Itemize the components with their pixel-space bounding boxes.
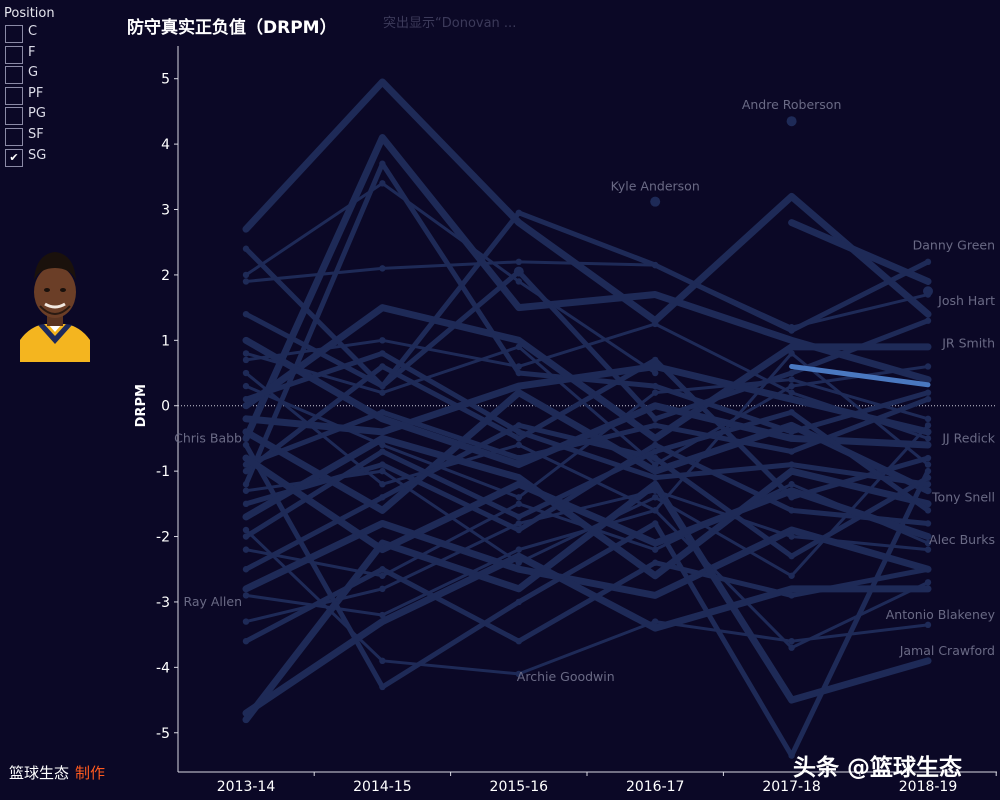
player-label: Tony Snell	[931, 489, 995, 504]
watermark: 头条 @篮球生态	[793, 755, 963, 781]
filter-option-sg[interactable]: ✔ SG	[4, 147, 74, 168]
credit-name: 篮球生态	[9, 764, 70, 782]
filter-title: Position	[4, 6, 55, 21]
series-line	[242, 78, 932, 325]
player-label: Ray Allen	[183, 594, 242, 609]
series-line	[242, 480, 932, 724]
y-axis-title: DRPM	[134, 384, 149, 427]
filter-option-label: F	[28, 44, 36, 60]
player-label: Alec Burks	[929, 532, 995, 547]
filter-option-sf[interactable]: SF	[4, 126, 74, 147]
y-tick-label: 1	[161, 333, 170, 349]
filter-option-label: SF	[28, 126, 44, 142]
chart-series	[242, 78, 933, 759]
player-label: Archie Goodwin	[517, 669, 615, 684]
series-line	[244, 423, 930, 578]
single-point	[923, 286, 933, 297]
series-line	[243, 409, 931, 540]
series-line	[242, 552, 932, 717]
series-line	[244, 378, 930, 499]
series-line	[244, 489, 930, 624]
series-line	[244, 322, 930, 440]
player-label: Antonio Blakeney	[886, 607, 996, 622]
chart-labels: Andre Roberson Kyle Anderson Danny Green Jo…	[174, 97, 996, 684]
y-tick-label: -1	[156, 464, 170, 480]
chart-highlight	[789, 363, 931, 388]
player-label: JJ Redick	[941, 430, 995, 445]
filter-option-pf[interactable]: PF	[4, 85, 74, 106]
position-filter: Position C F G PF PG SF ✔ SG	[4, 6, 74, 167]
player-label: Danny Green	[913, 237, 995, 252]
chart-axes: 5 4 3 2 1 0 -1 -2 -3 -4 -5 2013-14 2014-15 2015-16 201…	[134, 46, 997, 795]
filter-option-pg[interactable]: PG	[4, 105, 74, 126]
highlight-note: 突出显示“Donovan ...	[383, 16, 517, 31]
series-line	[788, 219, 932, 285]
checkbox-c[interactable]	[5, 25, 23, 43]
filter-option-label: SG	[28, 147, 47, 163]
filter-option-g[interactable]: G	[4, 64, 74, 85]
player-label: Kyle Anderson	[611, 179, 700, 194]
player-label: Chris Babb	[174, 430, 242, 445]
checkbox-pf[interactable]	[5, 86, 23, 105]
y-tick-label: 5	[161, 72, 170, 88]
player-label: JR Smith	[941, 336, 995, 351]
series-line	[244, 260, 930, 329]
series-line	[243, 442, 931, 533]
player-label: Andre Roberson	[742, 97, 842, 112]
series-line	[242, 336, 932, 469]
filter-option-label: C	[28, 24, 38, 39]
y-tick-label: -5	[156, 726, 170, 742]
filter-option-label: PG	[28, 106, 46, 122]
checkmark-icon: ✔	[9, 150, 19, 164]
x-tick-label: 2013-14	[217, 779, 276, 795]
chart-title: 防守真实正负值（DRPM）	[127, 18, 337, 38]
series-line	[243, 357, 931, 500]
credit: 篮球生态 制作	[9, 762, 105, 783]
y-tick-label: -3	[156, 595, 170, 611]
y-tick-label: -2	[156, 530, 170, 546]
checkbox-g[interactable]	[5, 66, 23, 85]
series-line	[242, 434, 932, 580]
series-line	[244, 345, 930, 467]
player-label: Jamal Crawford	[899, 643, 995, 658]
filter-option-f[interactable]: F	[4, 44, 74, 65]
x-tick-label: 2014-15	[353, 779, 412, 795]
checkbox-sg[interactable]: ✔	[5, 148, 23, 167]
filter-option-label: G	[28, 65, 39, 81]
y-tick-label: -4	[156, 660, 170, 676]
y-tick-label: 0	[161, 399, 170, 415]
checkbox-f[interactable]	[5, 45, 23, 64]
filter-option-c[interactable]: C	[4, 23, 74, 44]
player-label: Josh Hart	[937, 293, 995, 308]
series-line	[244, 181, 657, 375]
y-tick-label: 2	[161, 268, 170, 284]
x-tick-label: 2017-18	[762, 779, 821, 795]
checkbox-sf[interactable]	[5, 127, 23, 146]
x-tick-label: 2018-19	[899, 779, 958, 795]
y-tick-label: 3	[161, 203, 170, 219]
checkbox-pg[interactable]	[5, 107, 23, 126]
series-line	[243, 422, 931, 572]
highlight-line	[789, 363, 931, 388]
series-line	[243, 442, 931, 759]
series-line	[242, 304, 932, 442]
single-point	[786, 116, 797, 127]
x-tick-label: 2016-17	[626, 779, 685, 795]
series-line	[243, 350, 931, 487]
filter-option-label: PF	[28, 85, 44, 101]
y-tick-label: 4	[161, 137, 170, 153]
series-line	[242, 362, 932, 436]
credit-maker: 制作	[75, 764, 106, 782]
x-tick-label: 2015-16	[490, 779, 549, 795]
single-point	[513, 266, 524, 277]
player-portrait-icon	[20, 252, 90, 362]
series-line	[242, 454, 932, 554]
single-point	[650, 196, 661, 207]
